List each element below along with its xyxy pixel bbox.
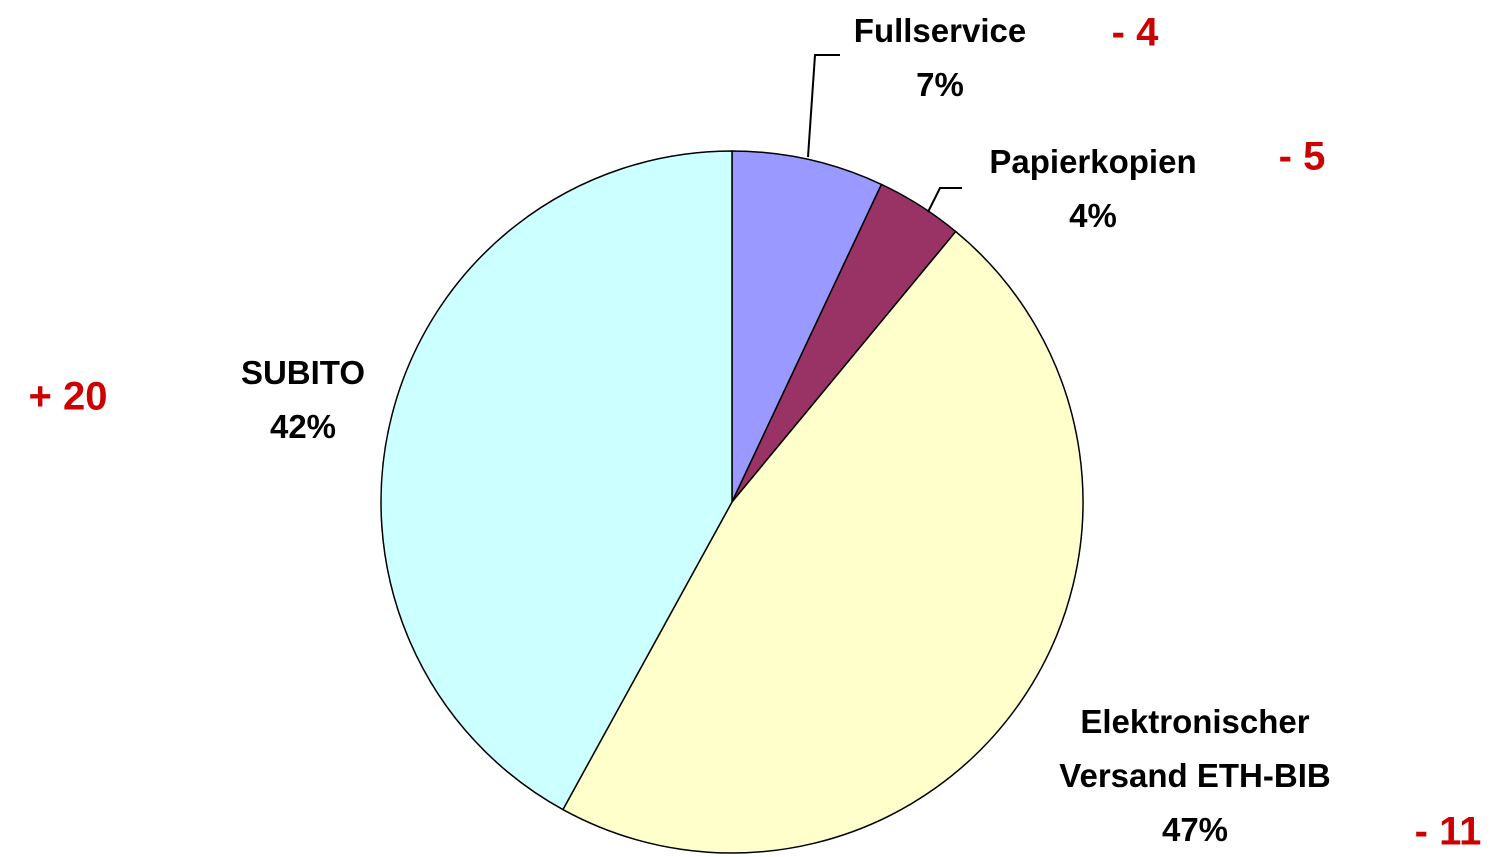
leader-line: [807, 54, 840, 158]
change-annotation: - 11: [1414, 809, 1482, 854]
change-annotation: - 5: [1278, 134, 1326, 179]
pie-slice: [380, 150, 733, 811]
category-label: Elektronischer Versand ETH-BIB: [1059, 703, 1331, 794]
category-label: Fullservice: [853, 12, 1027, 49]
category-label: SUBITO: [240, 354, 366, 391]
slice-label: Papierkopien 4%: [989, 135, 1196, 243]
slice-label: Fullservice 7%: [854, 4, 1026, 112]
value-label: 4%: [1069, 197, 1117, 234]
value-label: 47%: [1161, 811, 1229, 848]
leader-line: [927, 187, 962, 213]
change-annotation: + 20: [28, 374, 108, 419]
value-label: 7%: [916, 66, 964, 103]
value-label: 42%: [269, 408, 337, 445]
change-annotation: - 4: [1111, 10, 1159, 55]
slice-label: SUBITO 42%: [241, 346, 365, 454]
pie-slice: [731, 150, 883, 503]
pie-slice: [561, 230, 1084, 854]
category-label: Papierkopien: [989, 143, 1197, 180]
slice-label: Elektronischer Versand ETH-BIB 47%: [1023, 695, 1368, 857]
